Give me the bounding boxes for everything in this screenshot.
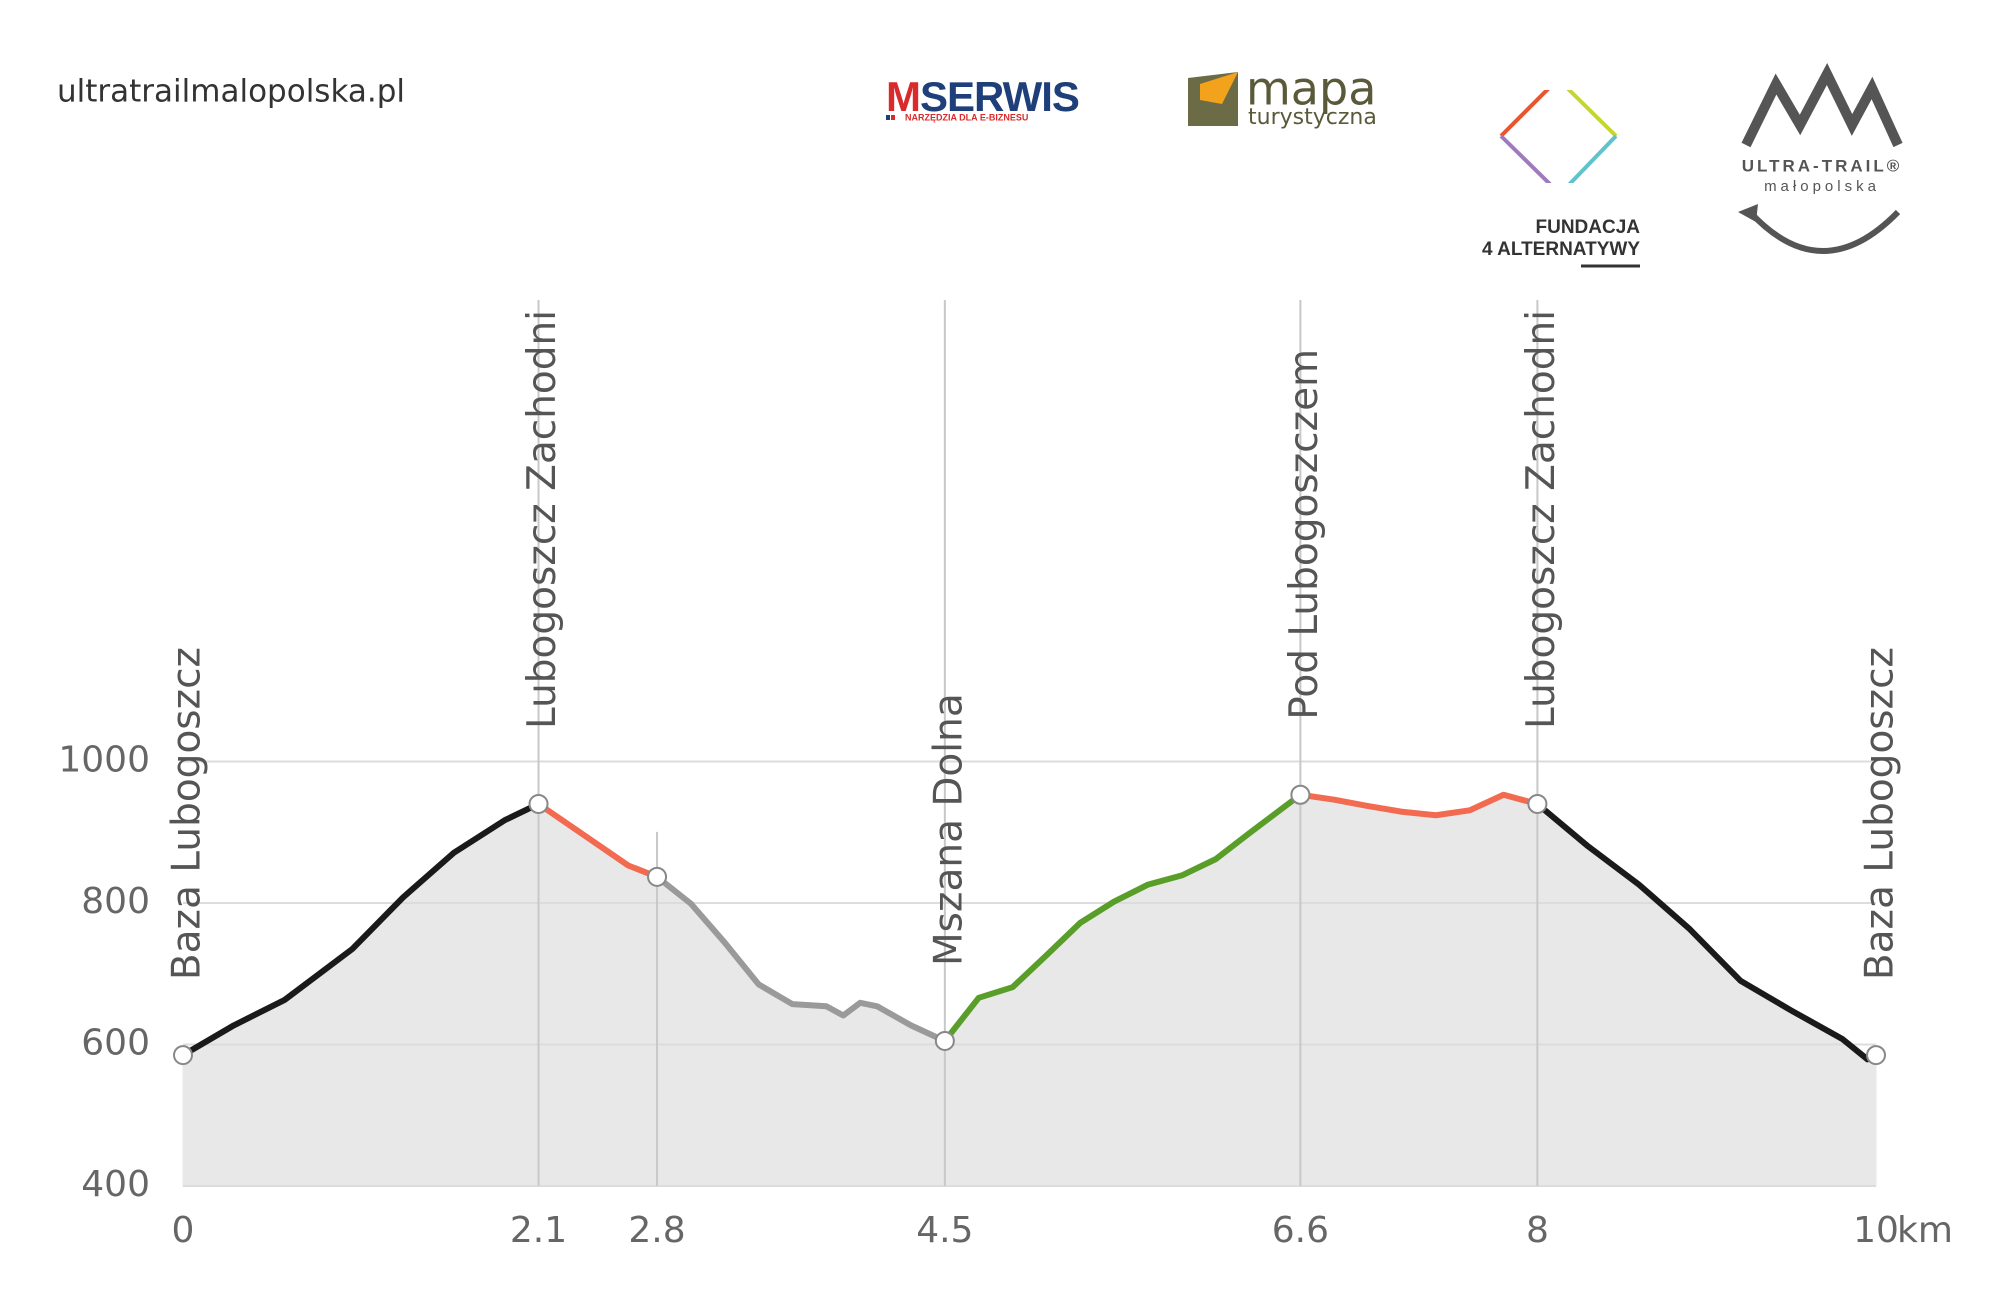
waypoint-marker [934, 1030, 955, 1051]
logo-fundacja-line2: 4 ALTERNATYWY [1482, 239, 1640, 260]
logo-fundacja: FUNDACJA 4 ALTERNATYWY [1482, 70, 1641, 268]
logo-mserwis-initial: M [886, 73, 920, 120]
x-tick-label: 8 [1526, 1210, 1549, 1251]
profile-line [1297, 791, 1541, 819]
y-tick-label: 400 [81, 1164, 150, 1205]
waypoint-label: Mszana Dolna [926, 693, 971, 966]
logo-ultratrail: ULTRA-TRAIL® małopolska [1738, 62, 1903, 254]
logo-arrowhead [1738, 204, 1758, 222]
logo-mserwis-tagline: NARZĘDZIA DLA E-BIZNESU [905, 112, 1028, 122]
x-tick-label: 6.6 [1272, 1210, 1329, 1251]
waypoint-marker [173, 1045, 193, 1066]
logo-gap [1530, 183, 1588, 203]
profile-line [535, 800, 661, 880]
logo-flag [886, 115, 890, 120]
waypoint-label: Lubogoszcz Zachodni [1519, 310, 1564, 729]
profile-line [180, 800, 542, 1059]
x-axis-unit: km [1897, 1210, 1953, 1251]
profile-area [1536, 802, 1877, 1187]
profile-line [941, 791, 1304, 1044]
x-tick-label: 4.5 [916, 1210, 973, 1251]
logo-ultratrail-subtitle: małopolska [1764, 178, 1880, 195]
waypoint-marker [1866, 1045, 1886, 1066]
plot-area: Baza Lubogoszcz Lubogoszcz Zachodni Mszana… [58, 300, 1903, 1251]
x-tick-label: 2.8 [628, 1210, 685, 1251]
profile-area [1299, 794, 1538, 1187]
waypoint-marker [647, 866, 668, 887]
waypoint-marker [1290, 784, 1311, 805]
logo-fundacja-line1: FUNDACJA [1536, 217, 1641, 238]
y-tick-label: 1000 [58, 740, 150, 781]
waypoint-marker [1527, 793, 1548, 814]
logo-mserwis: MSERWIS NARZĘDZIA DLA E-BIZNESU [886, 73, 1080, 122]
logo-ultratrail-title: ULTRA-TRAIL® [1742, 156, 1903, 175]
waypoint-label: Pod Lubogoszczem [1282, 349, 1327, 720]
site-url: ultratrailmalopolska.pl [57, 74, 405, 110]
y-tick-label: 600 [81, 1023, 150, 1064]
logo-mountains [1741, 62, 1903, 148]
logo-mapa-subtitle: turystyczna [1248, 105, 1377, 130]
profile-area [538, 803, 658, 1187]
profile-line [1534, 800, 1879, 1063]
waypoint-label: Lubogoszcz Zachodni [520, 310, 565, 729]
profile-line [654, 873, 948, 1044]
logo-flag [891, 115, 895, 120]
logo-mserwis-text: MSERWIS [886, 73, 1079, 120]
x-tick-label: 0 [172, 1210, 195, 1251]
profile-area [182, 803, 540, 1187]
waypoint-marker [528, 793, 549, 814]
waypoint-label: Baza Lubogoszcz [165, 647, 210, 980]
x-tick-label: 2.1 [510, 1210, 567, 1251]
logo-mapa-title: mapa [1246, 62, 1376, 116]
logo-mapa: mapa turystyczna [1188, 62, 1377, 130]
waypoint-label: Baza Lubogoszcz [1858, 647, 1903, 980]
logo-mapa-icon [1200, 72, 1238, 104]
y-tick-label: 800 [81, 881, 150, 922]
x-tick-label: 10 [1853, 1210, 1899, 1251]
logo-arc [1747, 209, 1901, 254]
logo-mserwis-rest: SERWIS [920, 73, 1079, 120]
profile-area [656, 875, 946, 1187]
logo-gap [1530, 70, 1588, 90]
